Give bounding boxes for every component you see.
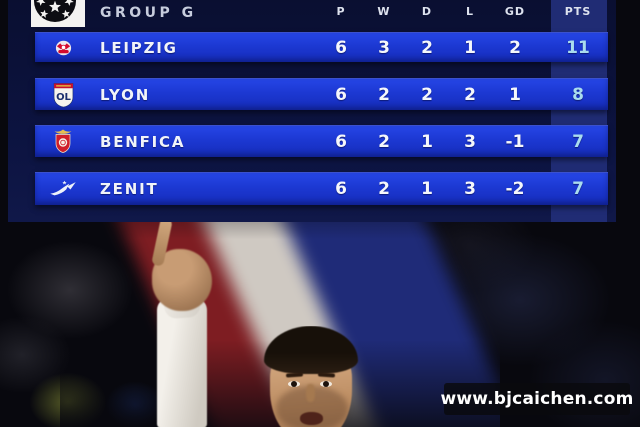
svg-text:OL: OL bbox=[56, 92, 71, 103]
table-row-leipzig: LEIPZIG 6 3 2 1 2 11 bbox=[35, 32, 608, 62]
stat-lost: 3 bbox=[464, 179, 476, 199]
stat-goaldiff: -1 bbox=[505, 131, 525, 152]
stat-drawn: 1 bbox=[421, 131, 433, 152]
stat-goaldiff: 2 bbox=[509, 37, 521, 58]
player-eye bbox=[320, 381, 332, 387]
table-row-zenit: ZENIT 6 2 1 3 -2 7 bbox=[35, 172, 608, 205]
stat-drawn: 1 bbox=[421, 179, 433, 199]
benfica-crest-icon bbox=[47, 126, 79, 157]
column-header-gd: GD bbox=[504, 5, 526, 18]
column-header-d: D bbox=[421, 5, 433, 18]
stat-lost: 1 bbox=[464, 37, 476, 58]
column-header-l: L bbox=[465, 5, 474, 18]
stat-goaldiff: -2 bbox=[505, 179, 525, 199]
starball-icon bbox=[34, 0, 76, 22]
stat-points: 7 bbox=[572, 179, 584, 199]
column-header-pts: PTS bbox=[564, 5, 592, 18]
stat-lost: 3 bbox=[464, 131, 476, 152]
zenit-crest-icon bbox=[47, 173, 79, 205]
player-sleeve bbox=[157, 298, 207, 427]
group-title: GROUP G bbox=[100, 5, 197, 21]
stat-played: 6 bbox=[335, 84, 347, 105]
stat-won: 3 bbox=[378, 37, 390, 58]
team-name: LEIPZIG bbox=[100, 38, 178, 57]
player-head bbox=[262, 326, 362, 427]
stat-won: 2 bbox=[378, 179, 390, 199]
stat-points: 8 bbox=[572, 84, 584, 105]
player-mouth bbox=[300, 412, 323, 425]
table-row-benfica: BENFICA 6 2 1 3 -1 7 bbox=[35, 125, 608, 157]
stat-played: 6 bbox=[335, 131, 347, 152]
column-header-w: W bbox=[377, 5, 391, 18]
stat-points: 11 bbox=[566, 37, 590, 58]
rb-leipzig-crest-icon bbox=[47, 33, 79, 62]
stat-goaldiff: 1 bbox=[509, 84, 521, 105]
stat-lost: 2 bbox=[464, 84, 476, 105]
column-header-p: P bbox=[336, 5, 346, 18]
stat-drawn: 2 bbox=[421, 84, 433, 105]
standings-table: GROUP G P W D L GD PTS LEIPZIG 6 3 2 1 2 bbox=[8, 0, 616, 222]
stat-won: 2 bbox=[378, 84, 390, 105]
table-row-lyon: OL LYON 6 2 2 2 1 8 bbox=[35, 78, 608, 110]
lyon-crest-icon: OL bbox=[47, 79, 79, 110]
stat-played: 6 bbox=[335, 37, 347, 58]
ucl-starball-logo bbox=[31, 0, 85, 27]
player-eye bbox=[288, 381, 300, 387]
team-name: BENFICA bbox=[100, 132, 186, 151]
stat-drawn: 2 bbox=[421, 37, 433, 58]
player-nose bbox=[306, 384, 315, 402]
player-hair bbox=[264, 326, 358, 374]
team-name: ZENIT bbox=[100, 180, 159, 198]
watermark: www.bjcaichen.com bbox=[441, 383, 633, 415]
stat-points: 7 bbox=[572, 131, 584, 152]
stat-played: 6 bbox=[335, 179, 347, 199]
stat-won: 2 bbox=[378, 131, 390, 152]
team-name: LYON bbox=[100, 85, 151, 104]
